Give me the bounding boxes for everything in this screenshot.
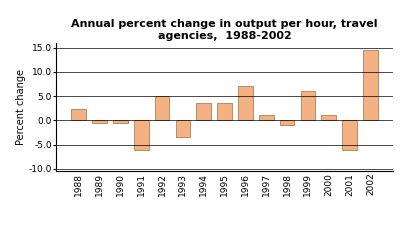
Bar (259, 115, 273, 120)
Bar (301, 91, 315, 120)
Bar (280, 120, 294, 125)
Bar (196, 104, 211, 120)
Bar (71, 109, 86, 120)
Bar (92, 120, 107, 123)
Title: Annual percent change in output per hour, travel
agencies,  1988-2002: Annual percent change in output per hour… (71, 19, 378, 41)
Bar (342, 120, 357, 149)
Bar (176, 120, 190, 137)
Bar (134, 120, 148, 149)
Bar (238, 86, 253, 120)
Bar (217, 104, 232, 120)
Bar (155, 96, 169, 120)
Bar (363, 50, 378, 120)
Bar (322, 115, 336, 120)
Y-axis label: Percent change: Percent change (16, 69, 26, 145)
Bar (113, 120, 128, 123)
